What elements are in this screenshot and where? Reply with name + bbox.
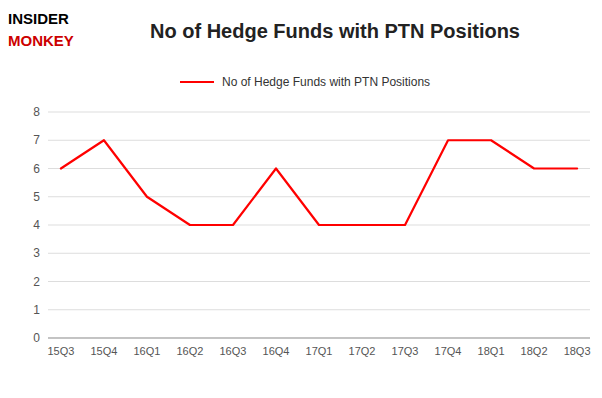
y-tick-label: 4 (33, 218, 40, 232)
x-tick-label: 15Q4 (90, 345, 117, 357)
x-axis-line (48, 338, 590, 339)
chart-container: INSIDER MONKEY No of Hedge Funds with PTN … (0, 0, 602, 398)
x-tick-label: 18Q1 (478, 345, 505, 357)
grid-line (48, 253, 590, 254)
y-tick-label: 2 (33, 275, 40, 289)
y-tick-label: 5 (33, 190, 40, 204)
x-tick-label: 18Q2 (521, 345, 548, 357)
y-tick-label: 0 (33, 331, 40, 345)
grid-line (48, 112, 590, 113)
x-tick-label: 16Q2 (176, 345, 203, 357)
grid-line (48, 140, 590, 141)
y-tick-label: 1 (33, 303, 40, 317)
legend-label: No of Hedge Funds with PTN Positions (222, 75, 430, 89)
x-tick-label: 15Q3 (47, 345, 74, 357)
y-tick-label: 7 (33, 133, 40, 147)
legend: No of Hedge Funds with PTN Positions (180, 75, 430, 89)
x-axis: 15Q3 15Q4 16Q1 16Q2 16Q3 16Q4 17Q1 17Q2 17Q3 17Q4… (47, 338, 590, 357)
y-tick-label: 3 (33, 246, 40, 260)
chart-svg: INSIDER MONKEY No of Hedge Funds with PTN … (0, 0, 602, 398)
x-tick-label: 16Q4 (263, 345, 290, 357)
logo-text: MONKEY (8, 32, 74, 49)
grid-line (48, 196, 590, 197)
grid-line (48, 338, 590, 339)
x-tick-label: 17Q4 (435, 345, 462, 357)
grid-line (48, 281, 590, 282)
series-line (61, 140, 577, 225)
plot-area (61, 140, 577, 225)
grid-line (48, 309, 590, 310)
x-tick-label: 16Q3 (220, 345, 247, 357)
y-tick-label: 6 (33, 162, 40, 176)
x-tick-label: 17Q2 (349, 345, 376, 357)
y-axis: 0 1 2 3 4 5 6 7 8 (33, 105, 590, 345)
legend-swatch (180, 81, 214, 83)
x-tick-label: 17Q3 (392, 345, 419, 357)
x-tick-label: 18Q3 (564, 345, 591, 357)
logo-text: INSIDER (8, 10, 69, 27)
y-tick-label: 8 (33, 105, 40, 119)
x-tick-label: 17Q1 (306, 345, 333, 357)
grid-line (48, 168, 590, 169)
x-tick-label: 16Q1 (133, 345, 160, 357)
chart-title: No of Hedge Funds with PTN Positions (150, 20, 520, 42)
